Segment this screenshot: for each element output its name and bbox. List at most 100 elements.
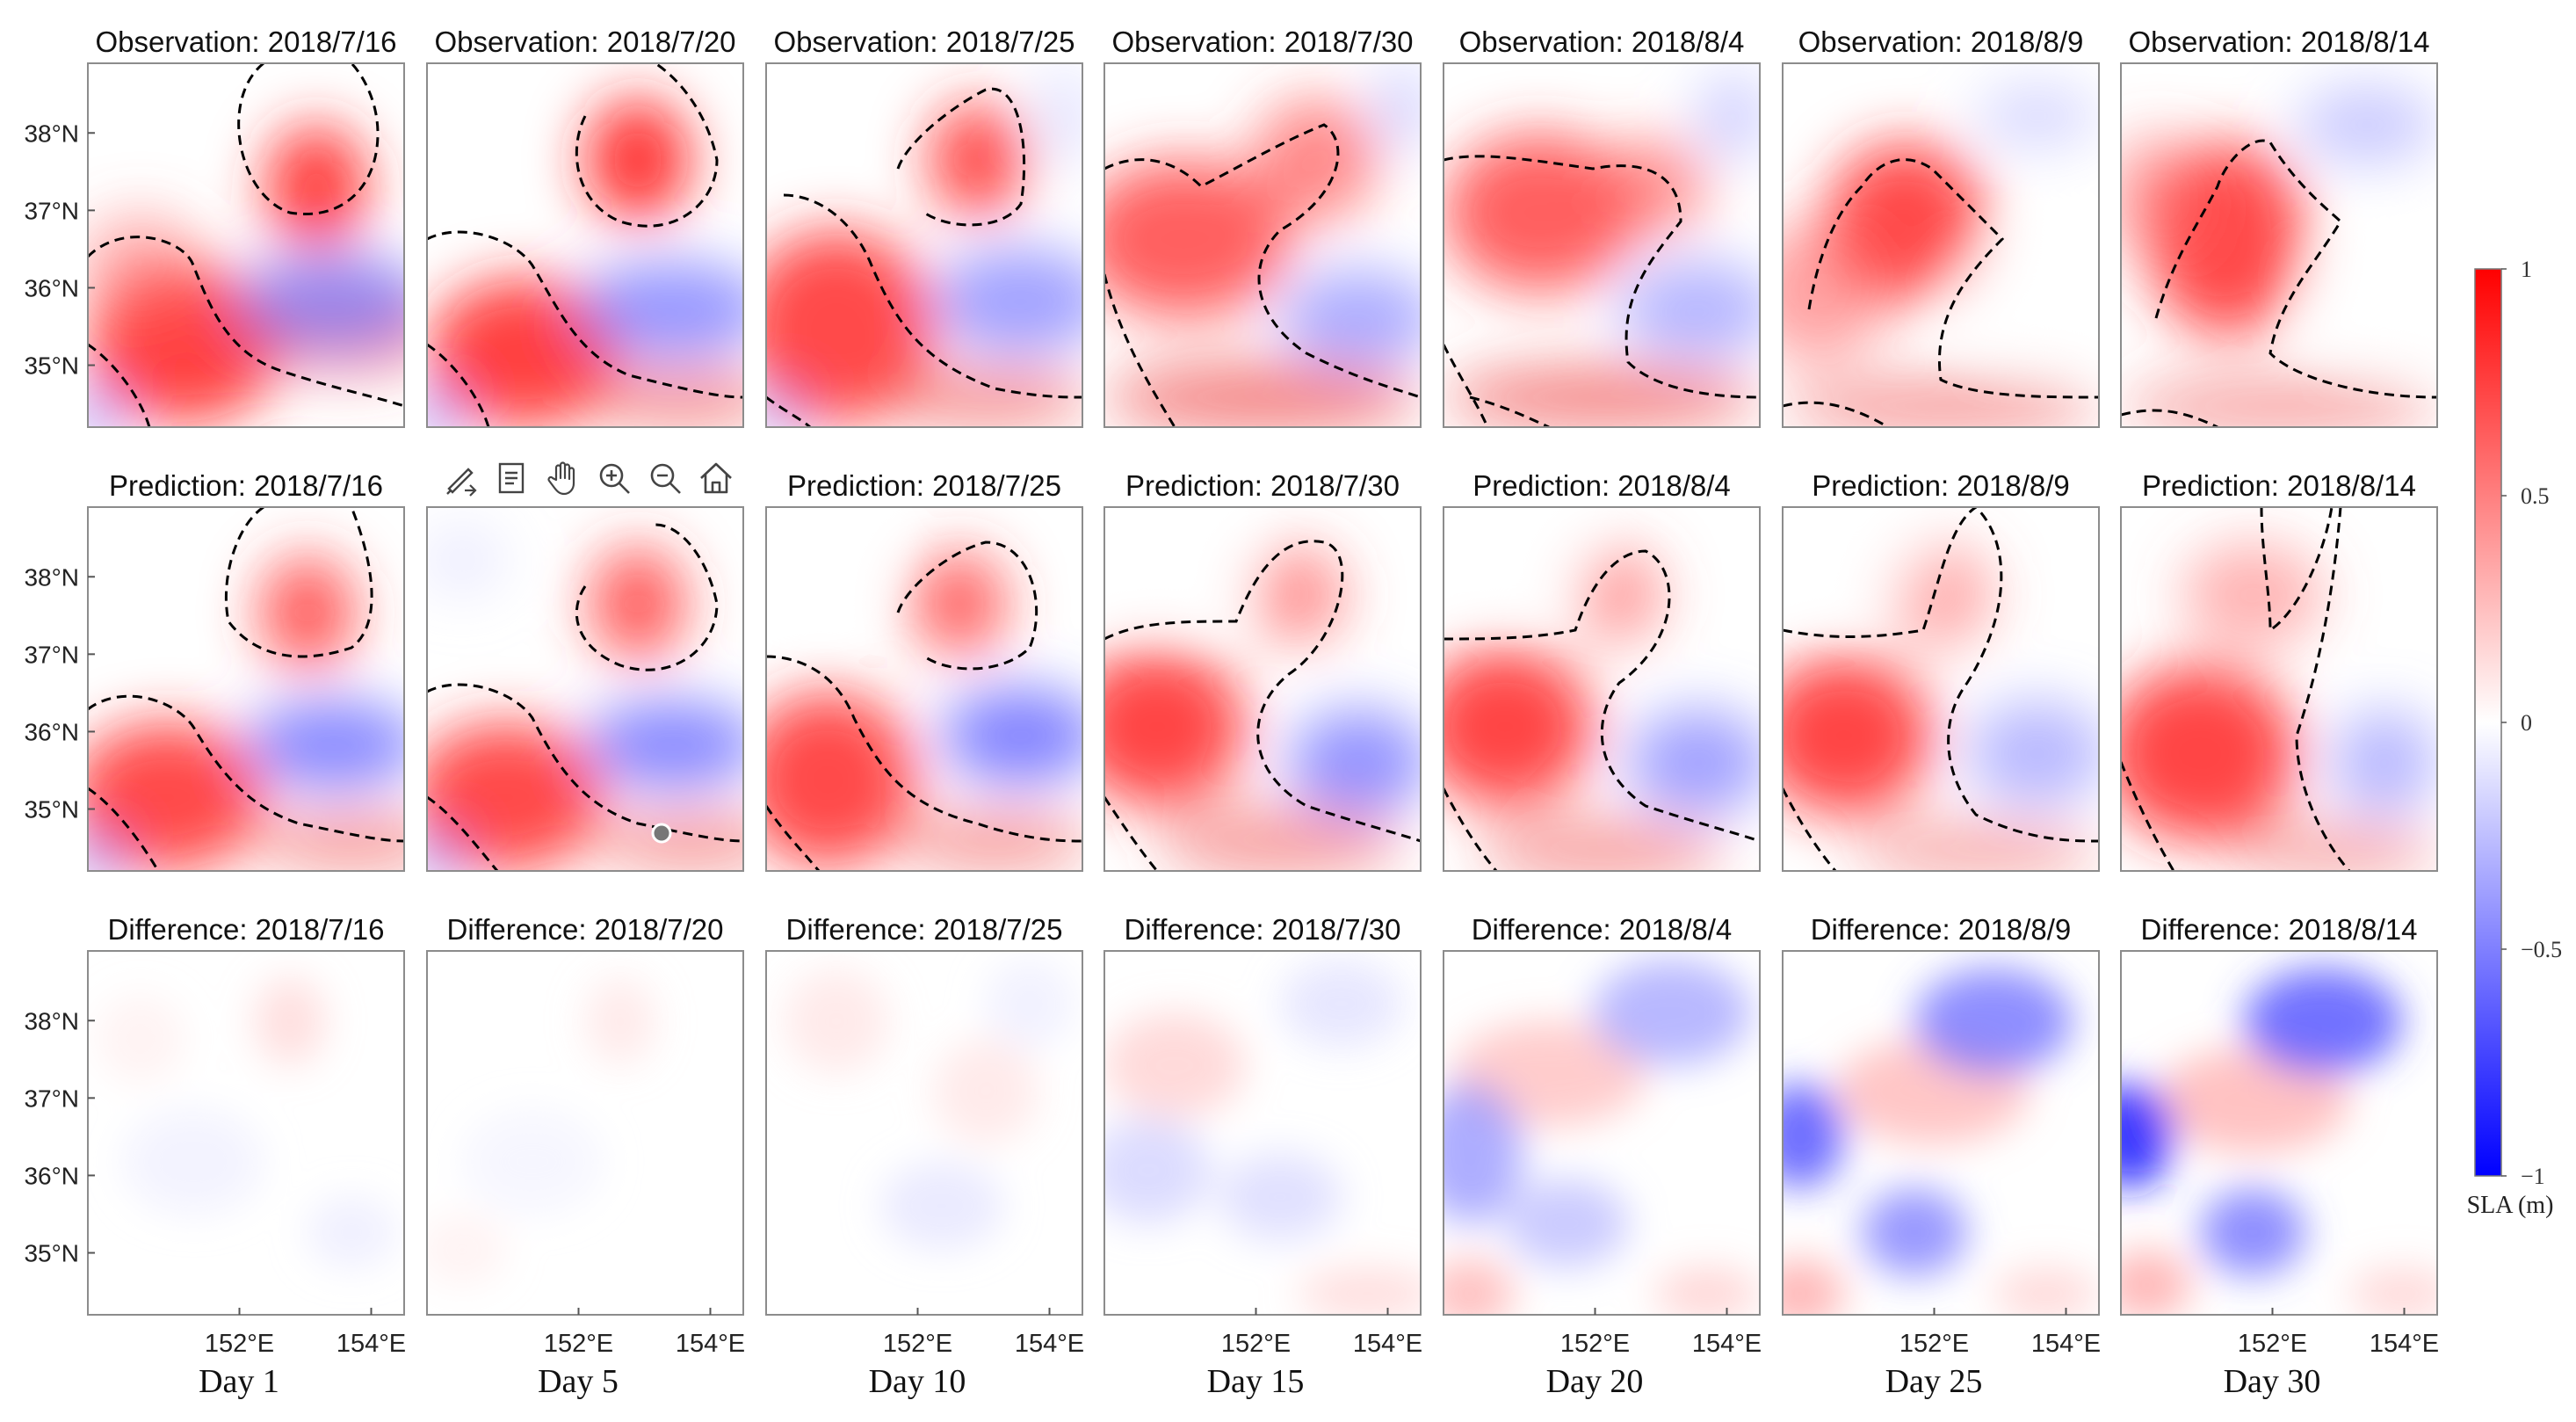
- contour-pred-7-3: [2121, 761, 2175, 871]
- sla-blob-obs-2-2: [427, 279, 620, 427]
- sla-blob-pred-6-4: [1853, 823, 2099, 871]
- sla-blob-pred-4-4: [1157, 806, 1403, 871]
- sla-blob-pred-2-6: [427, 525, 506, 595]
- sla-blob-obs-2-5: [427, 388, 462, 427]
- panel-frame-obs-4: [1103, 62, 1422, 428]
- sla-blob-pred-2-2: [427, 722, 603, 871]
- contour-obs-4-1: [1104, 123, 1421, 399]
- sla-blob-diff-3-4: [986, 960, 1074, 1048]
- sla-blob-pred-6-3: [1967, 700, 2099, 806]
- panel-frame-diff-1: [87, 950, 405, 1316]
- pan-button[interactable]: [539, 454, 587, 502]
- x-tick-label-4-2: 154°E: [1353, 1330, 1422, 1358]
- y-tick-label-2-3: 36°N: [24, 718, 79, 745]
- panel-frame-obs-1: [87, 62, 405, 428]
- contour-pred-2-3: [427, 795, 499, 871]
- panel-title-diff-1: Difference: 2018/7/16: [108, 913, 385, 946]
- sla-blob-diff-3-3: [880, 1162, 1003, 1250]
- sla-blob-pred-2-3: [585, 700, 743, 788]
- y-tick-label-1-2: 37°N: [24, 197, 79, 224]
- data-tips-icon: [498, 462, 525, 494]
- sla-blob-diff-6-3: [1862, 1188, 1967, 1276]
- panel-difference-7: 152°E 154°E Difference: 2018/8/14: [2120, 913, 2439, 1358]
- sla-blob-diff-6-2: [1783, 1083, 1844, 1188]
- zoom-in-button[interactable]: [590, 454, 638, 502]
- contour-pred-3-1: [896, 541, 1038, 671]
- y-tick-label-2-1: 38°N: [24, 563, 79, 591]
- colorbar-tick-label-3: 0: [2521, 710, 2532, 736]
- y-tick-label-1-3: 36°N: [24, 274, 79, 301]
- sla-blob-diff-7-6: [2349, 1267, 2437, 1315]
- contour-pred-1-2: [88, 694, 404, 843]
- sla-blob-diff-3-1: [784, 969, 889, 1074]
- panel-prediction-6: Prediction: 2018/8/9: [1782, 469, 2100, 872]
- contour-pred-6-1: [1783, 507, 2099, 843]
- restore-view-button[interactable]: [692, 454, 740, 502]
- sla-blob-obs-6-2: [1976, 85, 2099, 147]
- brush-icon: [446, 468, 477, 497]
- zoom-in-icon: [599, 463, 630, 494]
- panel-title-obs-5: Observation: 2018/8/4: [1459, 25, 1745, 58]
- sla-blob-pred-3-3: [942, 687, 1082, 784]
- sla-blob-obs-4-4: [1104, 362, 1421, 427]
- sla-blob-diff-5-5: [1444, 1259, 1514, 1315]
- panel-difference-5: 152°E 154°E Difference: 2018/8/4: [1443, 913, 1762, 1358]
- sla-blob-diff-2-3: [427, 1215, 506, 1285]
- panel-frame-pred-6: [1782, 506, 2100, 872]
- sla-blob-pred-4-1: [1104, 648, 1245, 806]
- sla-blob-pred-1-4: [255, 810, 404, 871]
- axes-toolbar: [438, 453, 740, 503]
- panel-title-pred-4: Prediction: 2018/7/30: [1125, 469, 1400, 502]
- sla-blob-diff-5-6: [1654, 1267, 1760, 1315]
- sla-blob-obs-4-3: [1280, 270, 1421, 366]
- sla-blob-obs-1-4: [237, 252, 404, 349]
- sla-blob-pred-5-1: [1444, 648, 1593, 806]
- panel-observation-7: Observation: 2018/8/14: [2120, 25, 2438, 428]
- sla-blob-pred-3-1: [911, 551, 1008, 657]
- sla-blob-obs-1-6: [88, 388, 123, 427]
- sla-blob-obs-3-3: [933, 248, 1082, 353]
- sla-blob-diff-6-4: [1914, 969, 2073, 1074]
- sla-blob-diff-5-2: [1444, 1083, 1523, 1223]
- x-tick-label-7-2: 154°E: [2370, 1330, 2439, 1358]
- zoom-out-button[interactable]: [641, 454, 689, 502]
- panel-observation-1: Observation: 2018/7/16: [87, 25, 405, 428]
- pan-hand-icon: [547, 461, 575, 496]
- day-label-1: Day 1: [199, 1363, 279, 1400]
- panel-frame-pred-4: [1103, 506, 1422, 872]
- sla-blob-pred-5-3: [1628, 709, 1760, 815]
- sla-blob-pred-1-5: [88, 832, 123, 871]
- panel-frame-diff-2: [426, 950, 744, 1316]
- y-tick-label-2-2: 37°N: [24, 641, 79, 668]
- sla-blob-diff-7-4: [2244, 969, 2402, 1074]
- panel-frame-diff-4: [1103, 950, 1422, 1316]
- sla-blob-pred-2-5: [427, 832, 462, 871]
- panel-title-diff-2: Difference: 2018/7/20: [447, 913, 724, 946]
- data-tips-button[interactable]: [488, 454, 536, 502]
- sla-blob-obs-3-5: [1038, 63, 1082, 169]
- panel-frame-pred-1: [87, 506, 405, 872]
- panel-frame-obs-2: [426, 62, 744, 428]
- sla-blob-obs-2-3: [576, 261, 743, 358]
- sla-blob-pred-4-2: [1249, 547, 1346, 643]
- contour-obs-5-3: [1469, 395, 1550, 427]
- sla-blob-obs-7-2: [2297, 85, 2437, 164]
- panel-frame-pred-3: [765, 506, 1083, 872]
- contour-obs-7-1: [2154, 139, 2437, 399]
- sla-blob-diff-5-3: [1505, 1179, 1628, 1267]
- panel-difference-6: 152°E 154°E Difference: 2018/8/9: [1782, 913, 2101, 1358]
- sla-blob-obs-5-5: [1698, 72, 1760, 160]
- x-tick-label-6-1: 152°E: [1899, 1330, 1969, 1358]
- panel-title-obs-4: Observation: 2018/7/30: [1111, 25, 1413, 58]
- panel-frame-diff-7: [2120, 950, 2438, 1316]
- panel-title-pred-6: Prediction: 2018/8/9: [1812, 469, 2070, 502]
- panel-frame-pred-2: [426, 506, 744, 872]
- brush-export-button[interactable]: [438, 454, 485, 502]
- sla-blob-pred-5-4: [1479, 819, 1725, 871]
- sla-blob-diff-1-3: [308, 1197, 395, 1267]
- contour-obs-2-1: [575, 63, 719, 228]
- sla-blob-diff-7-1: [2156, 1048, 2349, 1153]
- day-label-4: Day 15: [1207, 1363, 1305, 1400]
- contour-pred-4-2: [1104, 796, 1159, 871]
- contour-pred-2-1: [575, 523, 719, 671]
